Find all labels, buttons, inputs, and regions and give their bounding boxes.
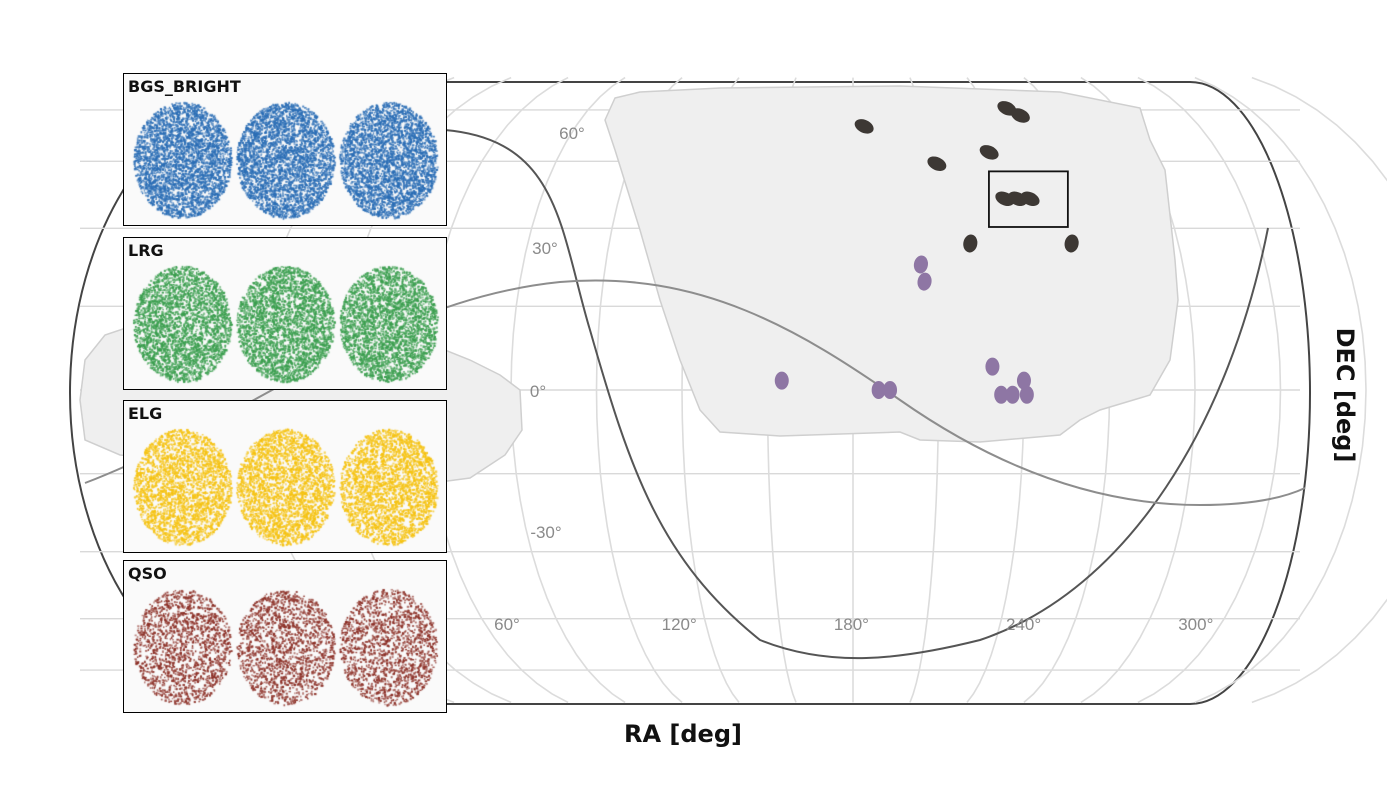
target-density-canvas bbox=[124, 74, 446, 225]
tile-marker bbox=[1019, 385, 1034, 404]
tile-marker bbox=[963, 234, 978, 253]
tile-marker bbox=[1010, 108, 1030, 123]
tile-markers bbox=[774, 101, 1079, 404]
ra-tick-label: 240° bbox=[1006, 615, 1041, 634]
x-axis-label: RA [deg] bbox=[624, 720, 742, 748]
galactic-plane-curve bbox=[444, 129, 1269, 660]
ra-gridline bbox=[1137, 76, 1282, 704]
tile-marker bbox=[1016, 371, 1031, 390]
target-panel-elg: ELG bbox=[123, 400, 447, 553]
tile-marker bbox=[883, 381, 898, 399]
highlight-box bbox=[988, 170, 1069, 228]
ra-gridline bbox=[1194, 76, 1367, 704]
ra-tick-label: 180° bbox=[834, 615, 869, 634]
tile-marker bbox=[994, 385, 1009, 404]
ra-tick-label: 300° bbox=[1178, 615, 1213, 634]
tile-marker bbox=[1064, 234, 1079, 253]
ra-tick-label: 120° bbox=[662, 615, 697, 634]
dec-tick-label: 0° bbox=[530, 382, 546, 401]
target-density-canvas bbox=[124, 401, 446, 552]
tile-marker bbox=[917, 272, 932, 291]
target-panel-bgs-bright: BGS_BRIGHT bbox=[123, 73, 447, 226]
y-axis-label: DEC [deg] bbox=[1331, 328, 1359, 463]
tile-marker bbox=[985, 357, 1000, 376]
tile-marker bbox=[979, 145, 999, 160]
tile-marker bbox=[774, 371, 789, 390]
dec-tick-label: 60° bbox=[559, 124, 585, 143]
tile-marker bbox=[913, 255, 928, 274]
panel-label: LRG bbox=[128, 241, 164, 260]
footprint-north bbox=[604, 85, 1179, 443]
panel-label: QSO bbox=[128, 564, 167, 583]
tile-marker bbox=[854, 119, 874, 134]
ra-gridline bbox=[1251, 76, 1387, 704]
dec-tick-label: 30° bbox=[532, 239, 558, 258]
ra-tick-label: 60° bbox=[494, 615, 520, 634]
tick-labels: 60° 30° 0° -30° 60° 120° 180° 240° 300° bbox=[494, 124, 1213, 634]
target-density-canvas bbox=[124, 561, 446, 712]
target-density-canvas bbox=[124, 238, 446, 389]
tile-marker bbox=[871, 381, 886, 399]
panel-label: ELG bbox=[128, 404, 163, 423]
dec-tick-label: -30° bbox=[530, 523, 561, 542]
panel-label: BGS_BRIGHT bbox=[128, 77, 241, 96]
tile-marker bbox=[1005, 385, 1020, 404]
frame-right bbox=[445, 81, 1311, 705]
tile-marker bbox=[927, 156, 947, 171]
target-panel-lrg: LRG bbox=[123, 237, 447, 390]
tile-marker bbox=[1020, 191, 1040, 207]
target-panel-qso: QSO bbox=[123, 560, 447, 713]
